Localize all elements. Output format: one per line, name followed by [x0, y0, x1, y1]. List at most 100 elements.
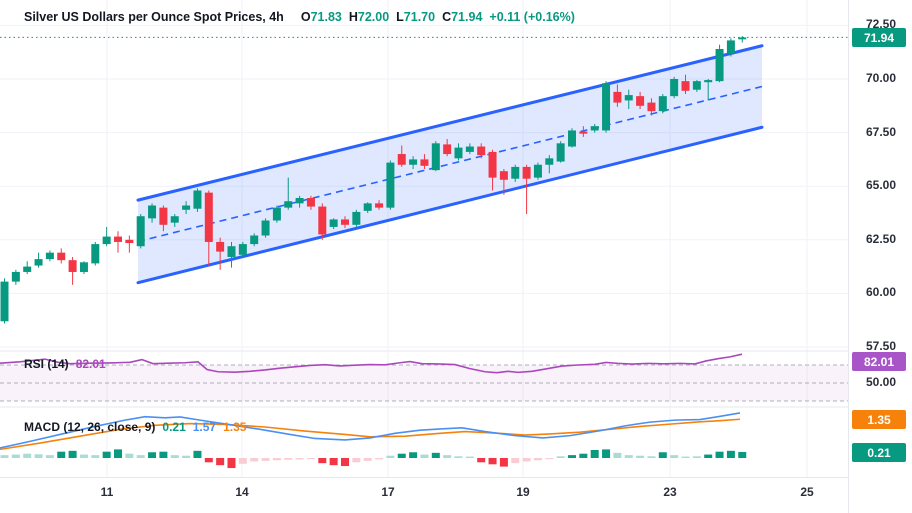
macd-histogram-bar — [79, 454, 88, 458]
macd-histogram-bar — [613, 452, 622, 458]
macd-histogram-bar — [68, 450, 77, 458]
time-axis[interactable]: 11 14 17 19 23 25 — [0, 477, 848, 513]
macd-histogram-bar — [420, 454, 429, 458]
candle-up — [238, 244, 247, 255]
candle-down — [216, 241, 225, 252]
macd-histogram-bar — [204, 458, 213, 463]
candle-down — [443, 144, 452, 155]
macd-histogram-bar — [386, 455, 395, 458]
macd-histogram-bar — [341, 458, 349, 467]
candle-up — [91, 244, 100, 264]
macd-histogram-bar — [409, 452, 418, 458]
candle-up — [409, 159, 418, 165]
macd-signal-badge: 1.35 — [852, 410, 906, 429]
candle-down — [204, 192, 213, 242]
macd-histogram-bar — [11, 454, 20, 458]
candle-up — [170, 216, 179, 223]
macd-histogram-bar — [545, 458, 554, 460]
macd-histogram-bar — [522, 458, 531, 462]
macd-hist-badge: 0.21 — [852, 443, 906, 462]
macd-histogram-bar — [352, 458, 361, 463]
channel-top-line — [136, 44, 764, 202]
time-tick-label: 11 — [100, 485, 114, 499]
candle-up — [227, 246, 236, 257]
price-change: +0.11 (+0.16%) — [489, 10, 575, 24]
macd-histogram-bar — [261, 458, 270, 461]
price-axis[interactable]: 72.50 70.00 67.50 65.00 62.50 60.00 57.50 50.0… — [848, 0, 912, 513]
macd-histogram-bar — [250, 458, 259, 462]
macd-histogram-bar — [397, 453, 406, 458]
macd-histogram-bar — [715, 451, 724, 458]
macd-histogram-bar — [681, 456, 690, 458]
macd-histogram-bar — [375, 458, 384, 460]
symbol-title: Silver US Dollars per Ounce Spot Prices,… — [24, 10, 284, 24]
macd-histogram-bar — [216, 458, 225, 466]
candle-down — [375, 203, 384, 208]
macd-histogram-bar — [284, 458, 293, 460]
time-tick-label: 23 — [663, 485, 677, 499]
candle-up — [79, 262, 88, 272]
ohlc-close-key: C — [442, 10, 452, 24]
macd-indicator-label[interactable]: MACD (12, 26, close, 9) 0.21 1.57 1.35 — [24, 420, 253, 434]
macd-histogram-bar — [182, 455, 191, 458]
rsi-line — [0, 353, 743, 374]
macd-histogram-bar — [91, 455, 100, 458]
candle-up — [295, 197, 304, 204]
price-tick-label: 70.00 — [865, 71, 897, 85]
candle-up — [329, 219, 338, 227]
macd-histogram-bar — [590, 449, 599, 458]
candle-up — [34, 259, 43, 266]
candle-up — [23, 266, 32, 272]
candle-down — [522, 166, 531, 179]
price-tick-label: 60.00 — [865, 285, 897, 300]
candle-up — [261, 220, 270, 236]
macd-histogram-bar — [658, 452, 667, 458]
macd-histogram-bar — [704, 454, 713, 458]
macd-histogram-bar — [57, 451, 66, 458]
macd-histogram-bar — [533, 458, 542, 461]
macd-histogram-bar — [692, 456, 701, 458]
time-tick-label: 19 — [516, 485, 530, 499]
candle-down — [159, 207, 168, 225]
ohlc-close-value: 71.94 — [451, 10, 483, 24]
candle-down — [57, 252, 66, 261]
macd-histogram-bar — [170, 455, 179, 458]
candle-down — [341, 219, 349, 225]
macd-histogram-bar — [477, 458, 486, 463]
candle-down — [681, 81, 690, 91]
ohlc-open-value: 71.83 — [310, 10, 342, 24]
candle-up — [533, 164, 542, 178]
candle-up — [692, 81, 701, 90]
macd-histogram-bar — [318, 458, 327, 464]
macd-hist-value: 0.21 — [162, 420, 186, 434]
last-price-badge: 71.94 — [852, 28, 906, 47]
time-tick-label: 14 — [235, 485, 249, 499]
candle-up — [568, 130, 576, 147]
candle-up — [590, 126, 599, 131]
chart-header: Silver US Dollars per Ounce Spot Prices,… — [24, 10, 575, 24]
macd-signal-line — [0, 418, 741, 451]
macd-signal-value: 1.35 — [223, 420, 247, 434]
candle-down — [68, 260, 77, 272]
price-tick-label: 62.50 — [865, 231, 897, 246]
candle-up — [136, 216, 145, 247]
candle-up — [670, 79, 679, 97]
rsi-indicator-label[interactable]: RSI (14) 82.01 — [24, 357, 113, 371]
candle-down — [114, 236, 122, 242]
candle-up — [386, 162, 395, 208]
macd-histogram-bar — [647, 456, 656, 458]
candle-up — [363, 203, 372, 211]
macd-histogram-bar — [454, 456, 463, 458]
candle-up — [102, 236, 111, 245]
price-tick-label: 72.50 — [865, 17, 897, 32]
macd-histogram-bar — [114, 449, 122, 458]
macd-line — [0, 412, 741, 449]
macd-histogram-bar — [193, 450, 202, 458]
macd-histogram-bar — [34, 454, 43, 458]
price-tick-label: 67.50 — [865, 124, 897, 139]
macd-histogram-bar — [443, 455, 452, 458]
ohlc-high-key: H — [348, 10, 358, 24]
macd-histogram-bar — [23, 453, 32, 458]
candle-up — [704, 80, 713, 83]
